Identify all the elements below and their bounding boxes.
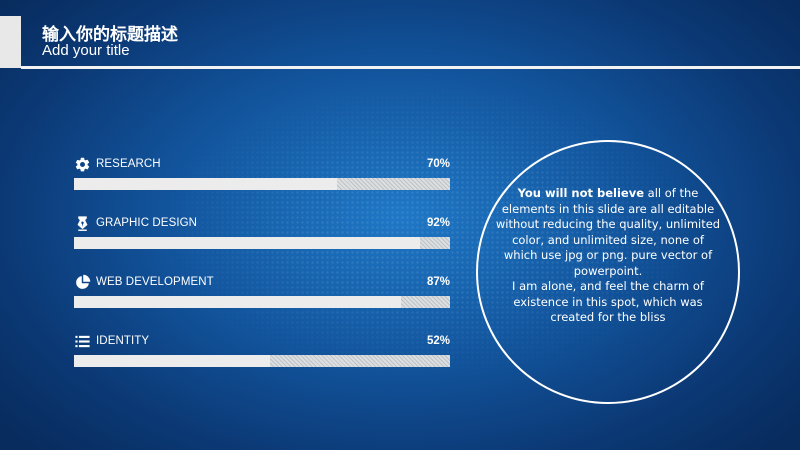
circle-lead-bold: You will not believe (517, 186, 645, 200)
skill-percent: 70% (426, 158, 450, 170)
skill-research: RESEARCH 70% (74, 156, 450, 196)
circle-body-second: I am alone, and feel the charm of existe… (512, 279, 704, 324)
header-divider-line (21, 66, 800, 69)
header-accent-tab (0, 16, 21, 68)
skill-percent: 92% (426, 217, 450, 229)
progress-track (74, 237, 450, 249)
pen-nib-icon (74, 215, 91, 232)
skill-percent: 52% (426, 335, 450, 347)
slide-subtitle: Add your title (42, 42, 130, 59)
pie-chart-icon (74, 274, 91, 291)
gear-icon (74, 156, 91, 173)
progress-track (74, 178, 450, 190)
circle-body: all of the elements in this slide are al… (495, 186, 721, 278)
skill-graphic-design: GRAPHIC DESIGN 92% (74, 215, 450, 255)
progress-fill (74, 355, 270, 367)
progress-track (74, 296, 450, 308)
list-icon (74, 333, 91, 350)
slide-title: 输入你的标题描述 (42, 25, 178, 45)
circle-description: You will not believe all of the elements… (494, 186, 722, 326)
slide-header: 输入你的标题描述 Add your title (0, 0, 800, 70)
progress-fill (74, 296, 402, 308)
progress-fill (74, 237, 420, 249)
text-circle (476, 140, 740, 404)
skill-label: WEB DEVELOPMENT (96, 276, 214, 288)
skill-label: GRAPHIC DESIGN (96, 217, 198, 229)
skill-identity: IDENTITY 52% (74, 333, 450, 373)
skill-web-development: WEB DEVELOPMENT 87% (74, 274, 450, 314)
progress-track (74, 355, 450, 367)
skill-label: RESEARCH (96, 158, 161, 170)
skill-percent: 87% (426, 276, 450, 288)
skill-label: IDENTITY (96, 335, 150, 347)
progress-fill (74, 178, 338, 190)
